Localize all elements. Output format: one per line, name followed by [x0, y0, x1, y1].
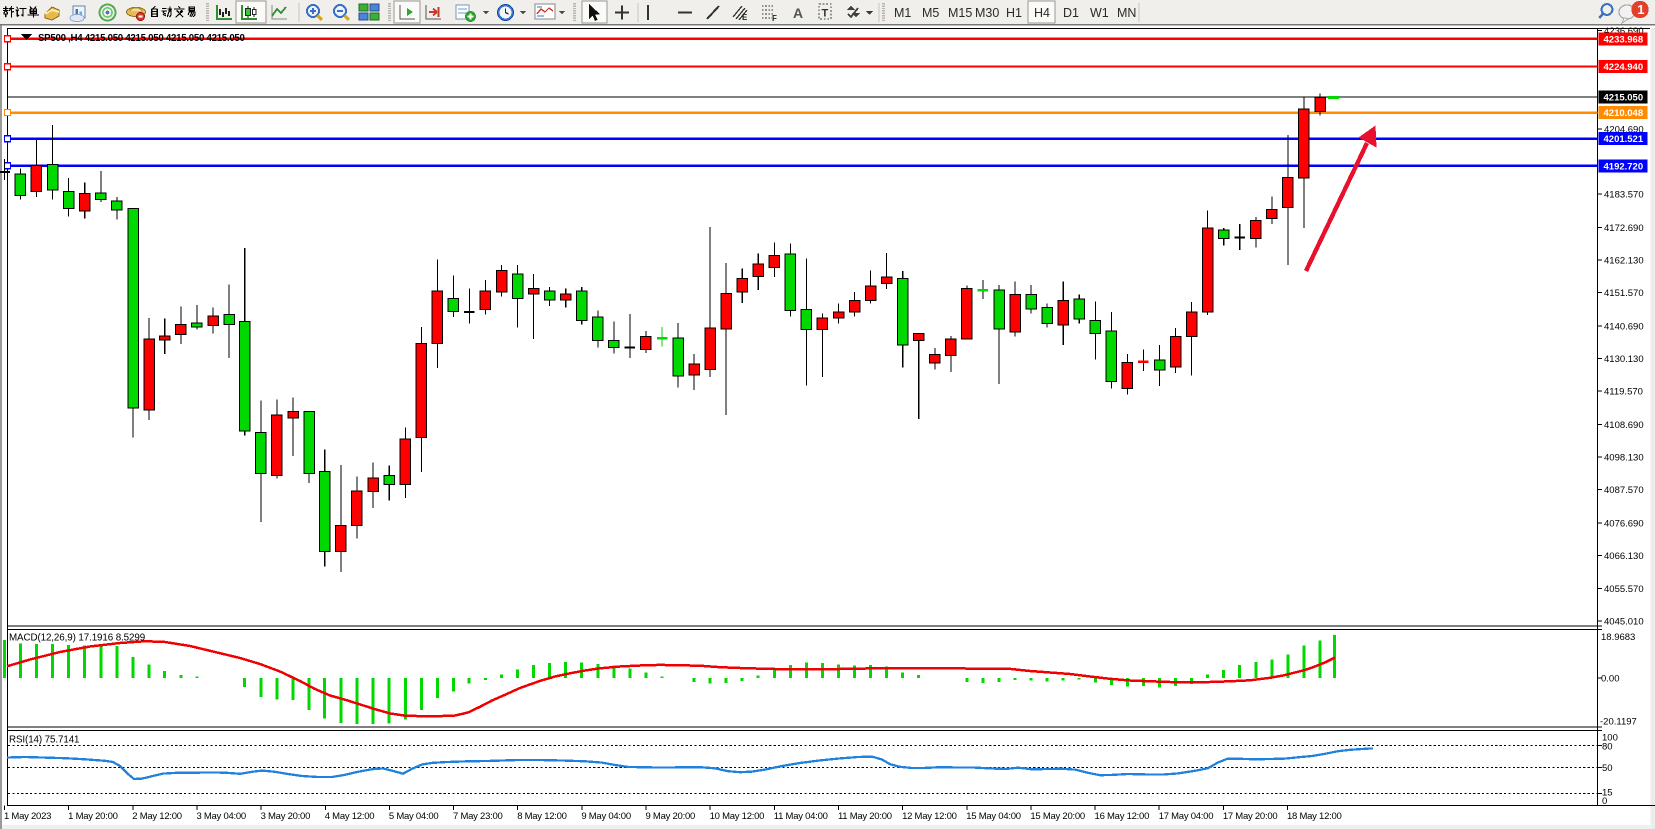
svg-text:15 May 04:00: 15 May 04:00 — [966, 811, 1021, 822]
svg-text:4066.130: 4066.130 — [1604, 551, 1644, 562]
svg-text:4119.570: 4119.570 — [1604, 387, 1643, 398]
svg-text:50: 50 — [1602, 763, 1613, 774]
svg-text:D1: D1 — [1063, 6, 1079, 20]
svg-text:4210.048: 4210.048 — [1604, 108, 1644, 119]
svg-text:4215.050: 4215.050 — [1604, 93, 1644, 104]
svg-text:T: T — [822, 8, 829, 20]
svg-text:4201.521: 4201.521 — [1604, 134, 1644, 145]
svg-text:17 May 04:00: 17 May 04:00 — [1159, 811, 1214, 822]
svg-text:4172.690: 4172.690 — [1604, 223, 1644, 234]
svg-text:3 May 04:00: 3 May 04:00 — [196, 811, 246, 822]
svg-text:A: A — [793, 5, 803, 21]
svg-text:4151.570: 4151.570 — [1604, 288, 1644, 299]
svg-text:18.9683: 18.9683 — [1601, 632, 1635, 643]
svg-text:15: 15 — [1602, 788, 1613, 799]
svg-text:4236.690: 4236.690 — [1604, 26, 1644, 37]
svg-text:3 May 20:00: 3 May 20:00 — [261, 811, 311, 822]
svg-text:2 May 12:00: 2 May 12:00 — [132, 811, 182, 822]
svg-text:SP500 ,H4 4215.050 4215.050 42: SP500 ,H4 4215.050 4215.050 4215.050 421… — [38, 33, 245, 44]
svg-text:H4: H4 — [1034, 6, 1050, 20]
svg-text:15 May 20:00: 15 May 20:00 — [1030, 811, 1085, 822]
svg-text:7 May 23:00: 7 May 23:00 — [453, 811, 503, 822]
svg-text:8 May 12:00: 8 May 12:00 — [517, 811, 567, 822]
svg-text:1 May 2023: 1 May 2023 — [4, 811, 51, 822]
svg-text:100: 100 — [1602, 733, 1618, 744]
svg-text:12 May 12:00: 12 May 12:00 — [902, 811, 957, 822]
svg-text:0.00: 0.00 — [1601, 674, 1620, 685]
svg-text:H1: H1 — [1006, 6, 1022, 20]
svg-text:-20.1197: -20.1197 — [1600, 717, 1637, 728]
svg-text:4 May 12:00: 4 May 12:00 — [325, 811, 375, 822]
svg-text:4204.690: 4204.690 — [1604, 125, 1644, 136]
svg-text:4162.130: 4162.130 — [1604, 256, 1644, 267]
svg-text:9 May 20:00: 9 May 20:00 — [646, 811, 696, 822]
svg-text:RSI(14) 75.7141: RSI(14) 75.7141 — [9, 735, 79, 746]
svg-text:0: 0 — [1602, 796, 1607, 807]
svg-text:W1: W1 — [1090, 6, 1109, 20]
svg-text:4140.690: 4140.690 — [1604, 322, 1644, 333]
svg-text:M15: M15 — [948, 6, 972, 20]
svg-text:4108.690: 4108.690 — [1604, 420, 1644, 431]
svg-text:11 May 20:00: 11 May 20:00 — [838, 811, 892, 822]
svg-text:4183.570: 4183.570 — [1604, 190, 1644, 201]
svg-text:F: F — [772, 14, 777, 23]
svg-text:4055.570: 4055.570 — [1604, 584, 1644, 595]
svg-text:10 May 12:00: 10 May 12:00 — [710, 811, 765, 822]
svg-text:4087.570: 4087.570 — [1604, 485, 1644, 496]
svg-text:1 May 20:00: 1 May 20:00 — [68, 811, 118, 822]
svg-text:M30: M30 — [975, 6, 999, 20]
svg-text:4045.010: 4045.010 — [1604, 616, 1644, 627]
svg-text:M5: M5 — [922, 6, 939, 20]
svg-text:11 May 04:00: 11 May 04:00 — [774, 811, 828, 822]
svg-text:M1: M1 — [894, 6, 911, 20]
svg-text:18 May 12:00: 18 May 12:00 — [1287, 811, 1342, 822]
svg-text:4098.130: 4098.130 — [1604, 453, 1644, 464]
svg-text:4076.690: 4076.690 — [1604, 519, 1644, 530]
svg-text:4224.940: 4224.940 — [1604, 62, 1644, 73]
svg-text:9 May 04:00: 9 May 04:00 — [581, 811, 631, 822]
svg-text:17 May 20:00: 17 May 20:00 — [1223, 811, 1278, 822]
svg-text:4233.968: 4233.968 — [1604, 34, 1644, 45]
svg-text:MACD(12,26,9) 17.1916 8.5299: MACD(12,26,9) 17.1916 8.5299 — [9, 633, 145, 644]
svg-text:1: 1 — [1637, 2, 1644, 17]
svg-text:4130.130: 4130.130 — [1604, 354, 1644, 365]
svg-text:16 May 12:00: 16 May 12:00 — [1095, 811, 1150, 822]
svg-text:5 May 04:00: 5 May 04:00 — [389, 811, 439, 822]
svg-text:E: E — [742, 13, 748, 22]
svg-text:80: 80 — [1602, 742, 1613, 753]
svg-text:MN: MN — [1117, 6, 1136, 20]
svg-text:4192.720: 4192.720 — [1604, 161, 1644, 172]
